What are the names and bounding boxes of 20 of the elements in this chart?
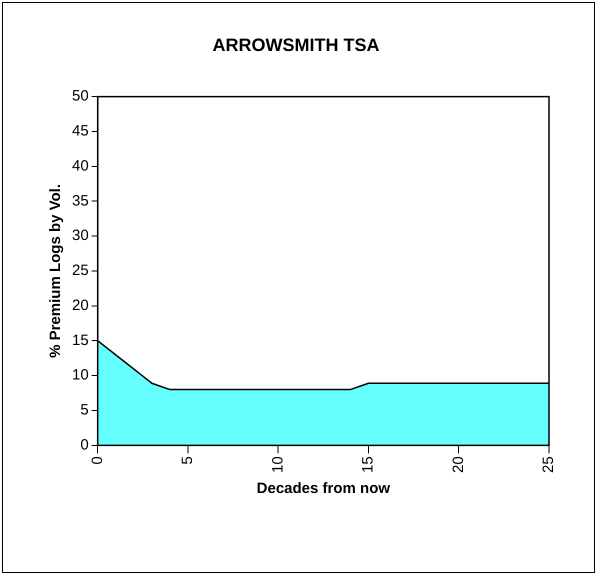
y-tick-label: 50 xyxy=(72,88,89,105)
x-axis-title: Decades from now xyxy=(256,480,390,498)
y-tick-label: 10 xyxy=(72,366,89,384)
x-tick-label: 15 xyxy=(360,456,377,474)
y-tick-label: 45 xyxy=(72,122,89,140)
y-tick-label: 30 xyxy=(72,227,89,244)
x-tick-label: 20 xyxy=(450,456,467,474)
y-tick-label: 0 xyxy=(80,436,89,454)
y-tick-label: 5 xyxy=(80,402,89,419)
x-tick-label: 5 xyxy=(179,456,196,465)
chart-title: ARROWSMITH TSA xyxy=(212,34,380,55)
x-tick-label: 10 xyxy=(269,456,286,474)
y-tick-label: 20 xyxy=(72,296,89,314)
x-tick-label: 0 xyxy=(88,456,106,465)
y-tick-label: 40 xyxy=(72,157,89,174)
x-tick-label: 25 xyxy=(540,456,558,474)
y-tick-label: 25 xyxy=(72,262,89,280)
y-tick-label: 15 xyxy=(72,332,89,349)
y-axis-title: % Premium Logs by Vol. xyxy=(47,184,64,358)
y-tick-label: 35 xyxy=(72,192,89,210)
